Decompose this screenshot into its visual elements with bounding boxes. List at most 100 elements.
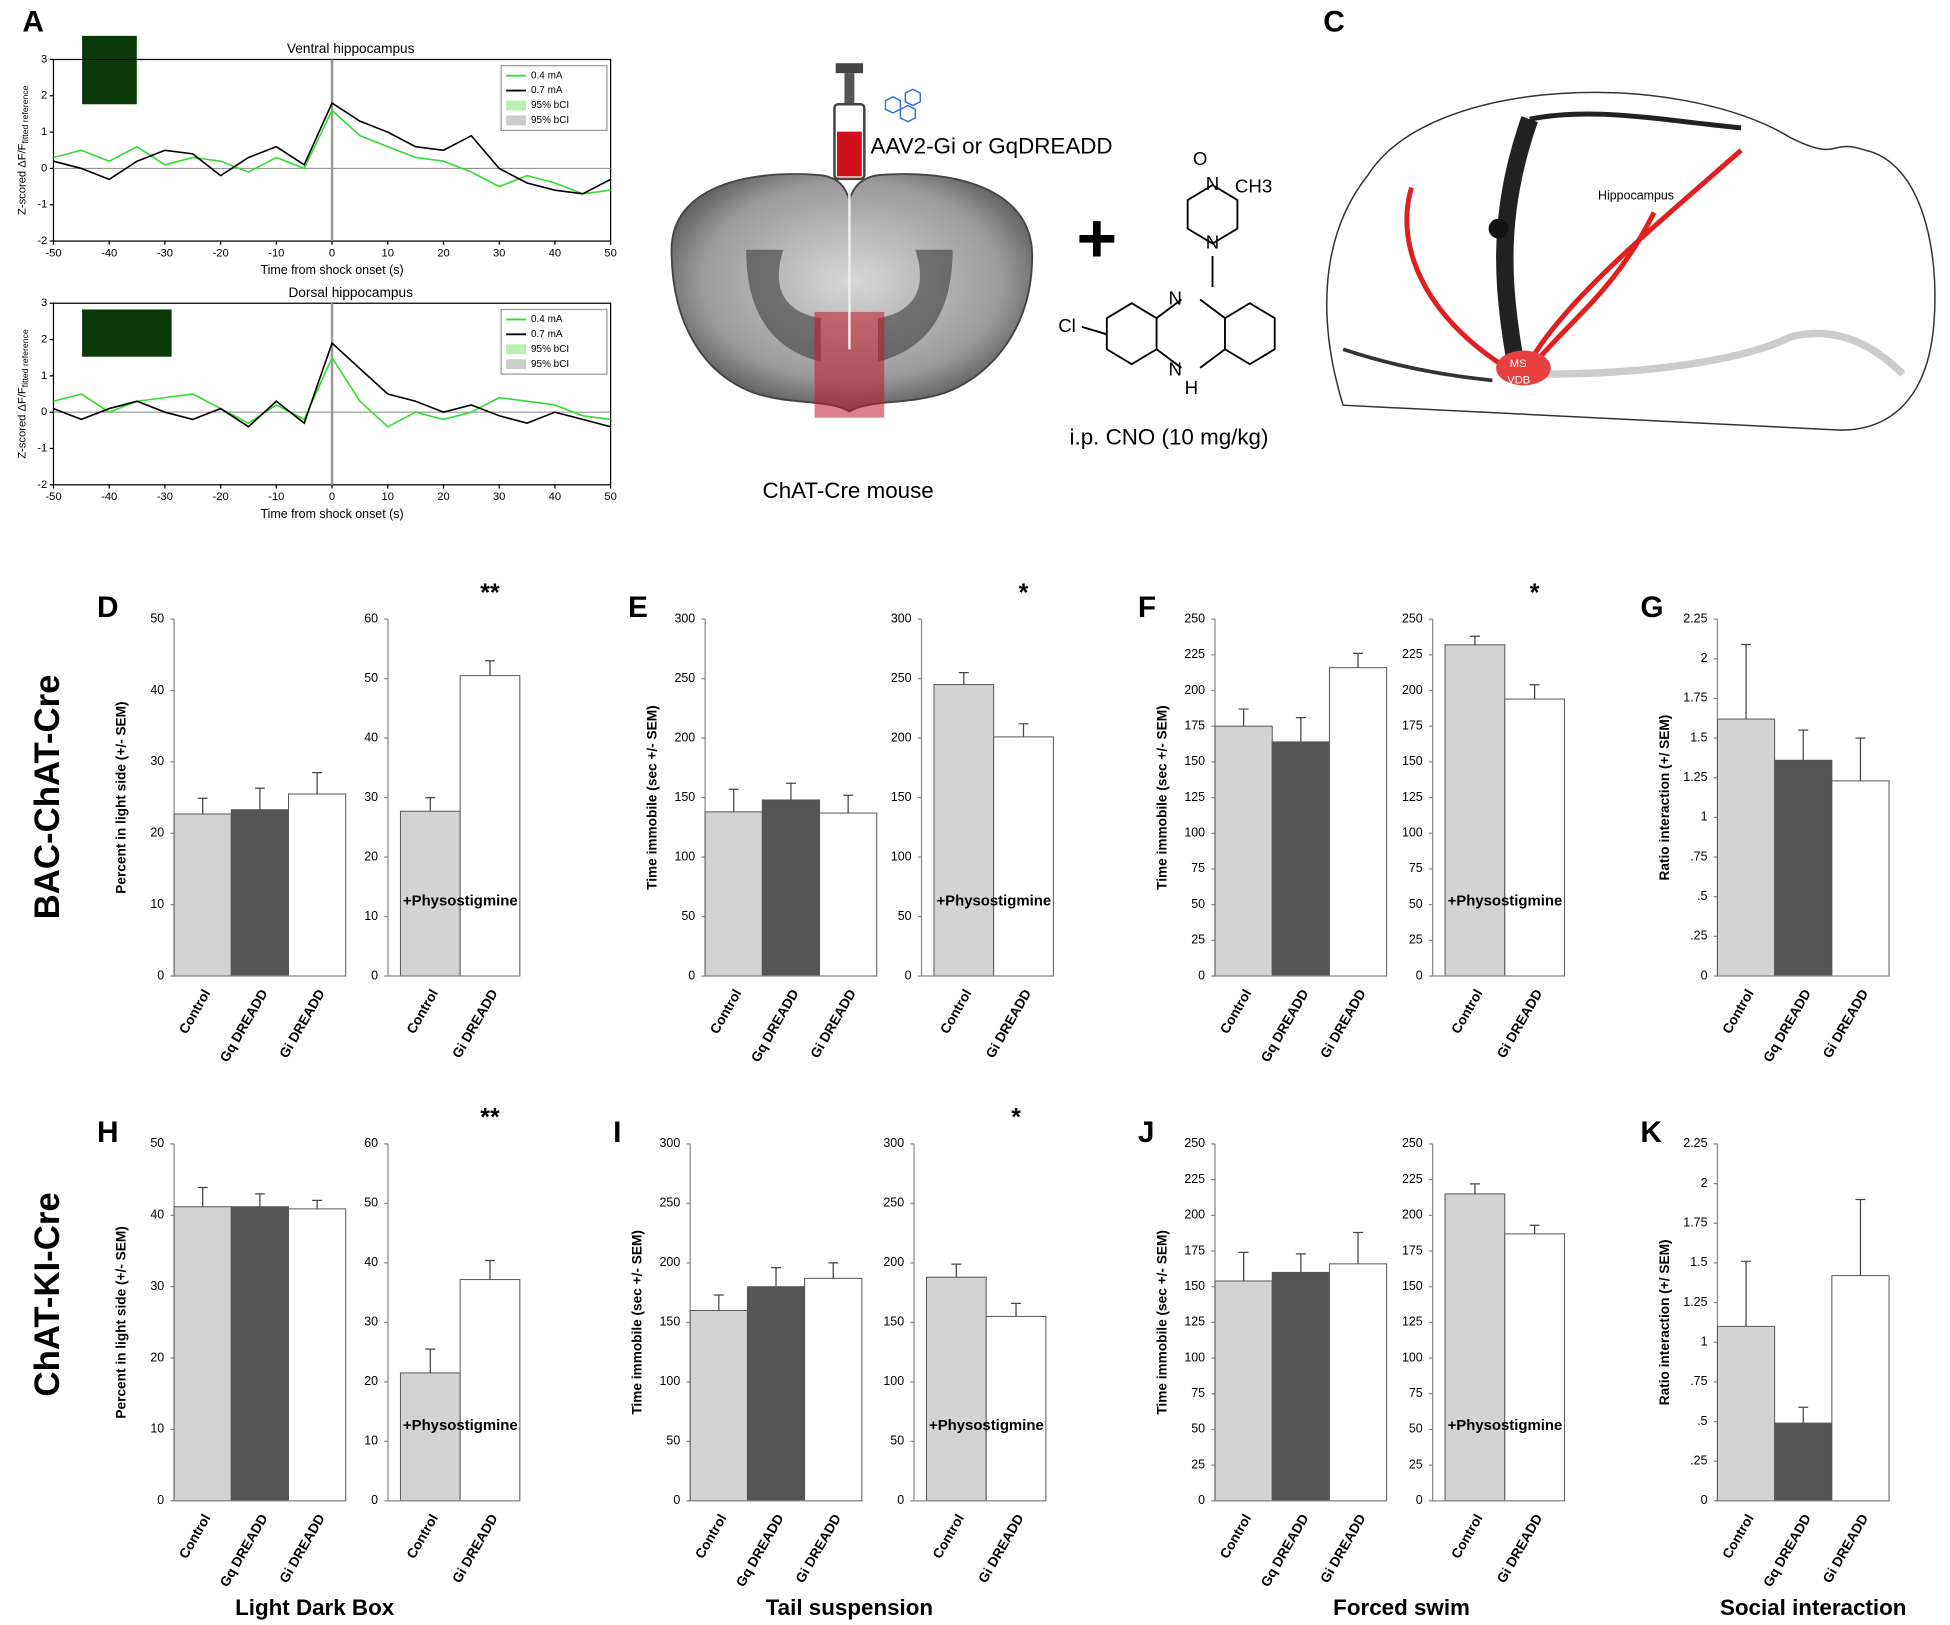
x-tick-label: 30 xyxy=(493,247,505,259)
mouse-label: ChAT-Cre mouse xyxy=(763,478,934,503)
x-tick-label: Control xyxy=(1448,1512,1485,1562)
column-label: Light Dark Box xyxy=(235,1595,395,1620)
y-tick-label: 225 xyxy=(1184,1172,1205,1186)
x-tick-label: 50 xyxy=(604,247,616,259)
y-tick-label: 75 xyxy=(1191,861,1205,875)
y-tick-label: .75 xyxy=(1690,849,1707,863)
trace xyxy=(53,101,611,195)
x-tick-label: -20 xyxy=(213,247,229,259)
y-tick-label: 0 xyxy=(1416,1493,1423,1507)
x-tick-label: 0 xyxy=(329,247,335,259)
y-tick-label: 2.25 xyxy=(1683,611,1707,625)
y-axis-title: Z-scored ΔF/Ffitted reference xyxy=(16,329,30,459)
treatment-label: +Physostigmine xyxy=(403,1417,518,1434)
y-tick-label: 225 xyxy=(1184,647,1205,661)
error-bar xyxy=(958,672,969,685)
error-bar xyxy=(1353,652,1364,668)
x-tick-label: Gi DREADD xyxy=(983,987,1034,1061)
sagittal-diagram: Hippocampus MS VDB xyxy=(1326,91,1936,431)
y-tick-label: -1 xyxy=(37,442,47,454)
error-bar xyxy=(485,660,495,676)
bar xyxy=(1214,1280,1273,1502)
panel-letter: C xyxy=(1323,5,1345,38)
bar xyxy=(689,1309,748,1502)
y-tick-label: 250 xyxy=(1402,611,1423,625)
y-axis-title-sub: fitted reference xyxy=(20,85,30,143)
y-tick-label: 0 xyxy=(905,968,912,982)
x-tick-label: Control xyxy=(692,1512,729,1562)
y-tick-label: 3 xyxy=(41,297,47,309)
y-tick-label: 200 xyxy=(883,1255,904,1269)
bar xyxy=(926,1276,987,1502)
y-tick-label: 175 xyxy=(1402,1243,1423,1257)
syringe-fluid xyxy=(836,131,862,177)
x-tick-label: Gi DREADD xyxy=(1317,1511,1368,1585)
bar xyxy=(1716,718,1776,977)
chem-atom: CH3 xyxy=(1235,176,1272,197)
legend-label: 0.7 mA xyxy=(531,85,563,96)
y-tick-label: 150 xyxy=(1184,1279,1205,1293)
x-tick-label: Control xyxy=(1217,1512,1254,1562)
x-tick-label: -30 xyxy=(157,247,173,259)
x-tick-label: Gi DREADD xyxy=(449,987,500,1061)
y-tick-label: 0 xyxy=(673,1493,680,1507)
x-tick-label: 50 xyxy=(604,491,616,503)
y-tick-label: 1.5 xyxy=(1690,730,1707,744)
y-tick-label: 200 xyxy=(891,730,912,744)
treatment-label: +Physostigmine xyxy=(403,892,518,909)
y-tick-label: 75 xyxy=(1409,1386,1423,1400)
error-bar xyxy=(1238,708,1249,727)
y-tick-label: 50 xyxy=(1191,1422,1205,1436)
bar xyxy=(1716,1325,1776,1502)
error-bar xyxy=(1295,717,1306,742)
y-tick-label: 225 xyxy=(1402,647,1423,661)
chart-title: Dorsal hippocampus xyxy=(288,285,413,300)
chem-atom: N xyxy=(1168,358,1181,379)
x-tick-label: 10 xyxy=(382,247,394,259)
y-tick-label: 100 xyxy=(674,849,695,863)
y-tick-label: 0 xyxy=(41,406,47,418)
y-tick-label: 200 xyxy=(1402,1208,1423,1222)
y-tick-label: .25 xyxy=(1690,929,1707,943)
error-bar xyxy=(254,787,265,810)
panel-letter: G xyxy=(1640,591,1663,624)
y-tick-label: 250 xyxy=(1184,1136,1205,1150)
drug-label: i.p. CNO (10 mg/kg) xyxy=(1070,425,1269,450)
y-tick-label: .5 xyxy=(1697,1414,1707,1428)
y-tick-label: 0 xyxy=(371,1493,378,1507)
y-tick-label: 1.75 xyxy=(1683,691,1707,705)
coronal-diagram: AAV2-Gi or GqDREADD ChAT-Cre mouse + xyxy=(670,63,1117,503)
x-tick-label: Control xyxy=(937,987,974,1037)
error-bar xyxy=(1469,1183,1480,1194)
y-tick-label: 50 xyxy=(364,1196,378,1210)
bar xyxy=(399,1372,461,1502)
y-tick-label: 175 xyxy=(1402,718,1423,732)
x-tick-label: Gi DREADD xyxy=(449,1511,500,1585)
x-tick-label: 40 xyxy=(549,247,561,259)
x-tick-label: Gi DREADD xyxy=(975,1511,1026,1585)
x-tick-label: -40 xyxy=(101,247,117,259)
y-tick-label: 25 xyxy=(1409,1457,1423,1471)
y-axis-title: Time immobile (sec +/- SEM) xyxy=(1154,1230,1169,1415)
x-tick-label: -20 xyxy=(213,491,229,503)
y-axis-title: Time immobile (sec +/- SEM) xyxy=(630,1230,645,1415)
y-tick-label: 300 xyxy=(883,1136,904,1150)
y-tick-label: 0 xyxy=(1701,1493,1708,1507)
x-tick-label: Gq DREADD xyxy=(1760,987,1814,1065)
error-bar xyxy=(1011,1302,1022,1317)
error-bar xyxy=(1469,635,1480,645)
y-tick-label: 125 xyxy=(1184,1315,1205,1329)
x-axis-title: Time from shock onset (s) xyxy=(260,263,403,277)
y-tick-label: 25 xyxy=(1191,1457,1205,1471)
x-tick-label: -40 xyxy=(101,491,117,503)
x-tick-label: -10 xyxy=(268,247,284,259)
y-axis-title: Ratio interaction (+/ SEM) xyxy=(1657,715,1672,881)
y-tick-label: 1 xyxy=(41,370,47,382)
y-tick-label: 150 xyxy=(1402,1279,1423,1293)
y-tick-label: 150 xyxy=(674,790,695,804)
projection xyxy=(1529,111,1742,131)
row-label: ChAT-KI-Cre xyxy=(28,1192,67,1396)
